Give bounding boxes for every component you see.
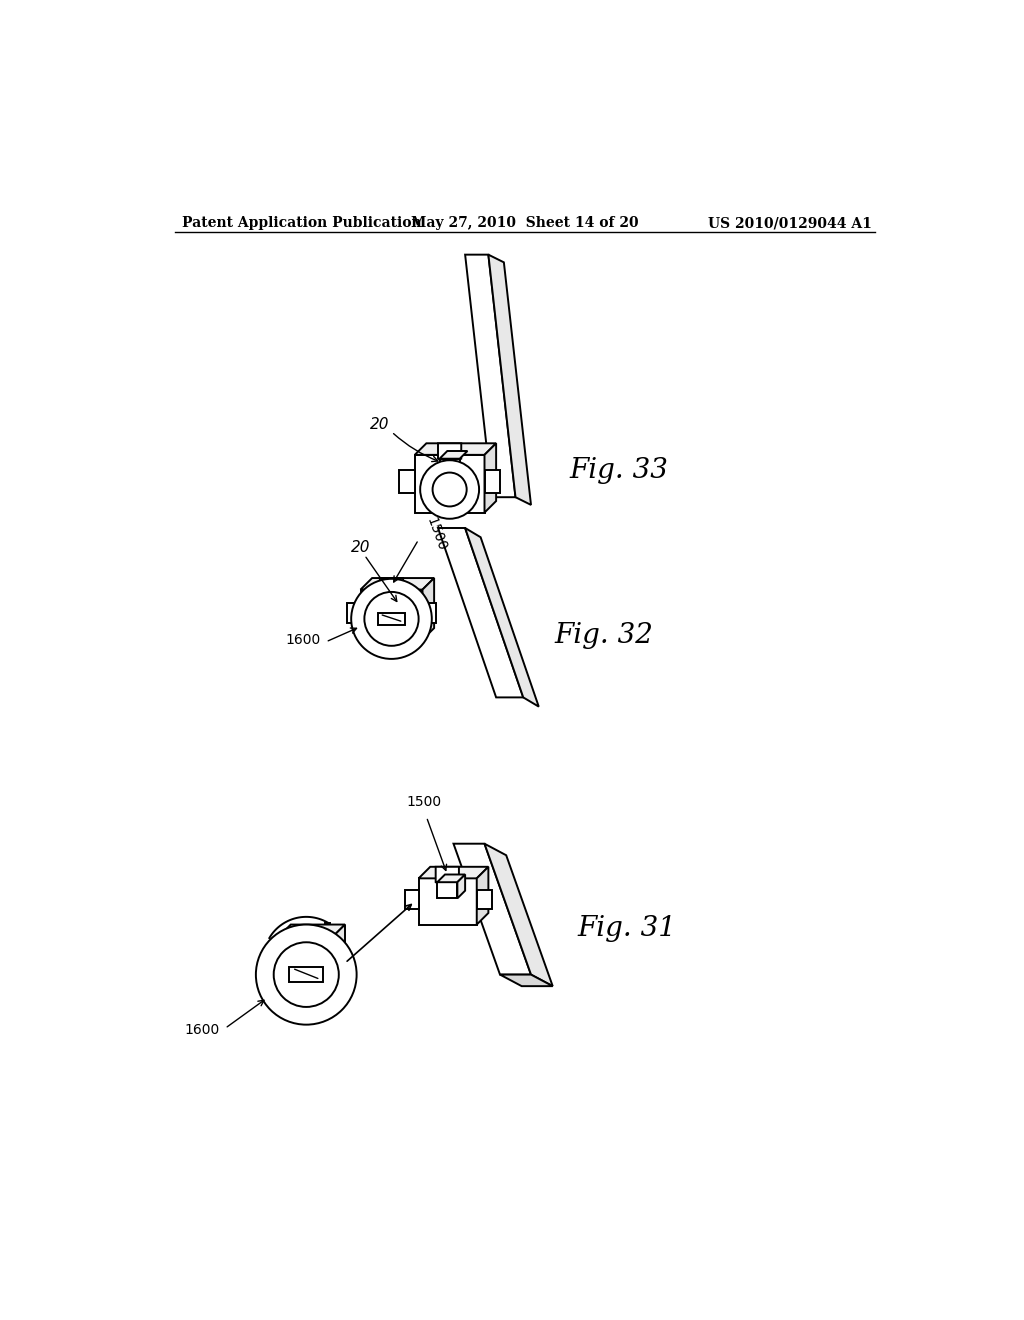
- Polygon shape: [477, 890, 493, 909]
- Polygon shape: [484, 444, 496, 512]
- Polygon shape: [334, 924, 345, 1014]
- Polygon shape: [346, 603, 360, 623]
- Polygon shape: [399, 470, 415, 494]
- Polygon shape: [280, 924, 345, 936]
- Polygon shape: [415, 444, 496, 455]
- Polygon shape: [378, 612, 406, 626]
- Circle shape: [420, 461, 479, 519]
- Text: 1500: 1500: [407, 795, 441, 809]
- Text: 20: 20: [351, 540, 371, 554]
- Polygon shape: [360, 578, 434, 590]
- Polygon shape: [381, 586, 410, 594]
- Polygon shape: [454, 843, 531, 974]
- Polygon shape: [289, 966, 324, 982]
- Text: 20: 20: [370, 417, 389, 432]
- Polygon shape: [437, 882, 458, 899]
- Polygon shape: [439, 459, 460, 478]
- Polygon shape: [437, 874, 465, 882]
- Polygon shape: [334, 966, 349, 986]
- Text: 1500: 1500: [424, 515, 450, 553]
- Polygon shape: [465, 528, 539, 706]
- Polygon shape: [360, 590, 423, 640]
- Polygon shape: [500, 974, 553, 986]
- Polygon shape: [419, 867, 488, 878]
- Polygon shape: [465, 255, 515, 498]
- Polygon shape: [423, 603, 436, 623]
- Polygon shape: [484, 843, 553, 986]
- Polygon shape: [419, 878, 477, 924]
- Text: Patent Application Publication: Patent Application Publication: [182, 216, 422, 230]
- Text: 1600: 1600: [184, 1023, 219, 1038]
- Circle shape: [432, 473, 467, 507]
- Text: Fig. 33: Fig. 33: [569, 457, 669, 483]
- Text: Fig. 32: Fig. 32: [554, 622, 653, 649]
- Polygon shape: [438, 444, 461, 462]
- Text: May 27, 2010  Sheet 14 of 20: May 27, 2010 Sheet 14 of 20: [411, 216, 639, 230]
- Polygon shape: [435, 867, 459, 886]
- Text: 1600: 1600: [285, 634, 321, 647]
- Circle shape: [351, 578, 432, 659]
- Polygon shape: [415, 455, 484, 512]
- Polygon shape: [438, 528, 523, 697]
- Polygon shape: [477, 867, 488, 924]
- Circle shape: [273, 942, 339, 1007]
- Text: Fig. 31: Fig. 31: [578, 915, 677, 942]
- Polygon shape: [381, 594, 401, 611]
- Circle shape: [365, 591, 419, 645]
- Polygon shape: [280, 936, 334, 1014]
- Polygon shape: [439, 451, 467, 459]
- Polygon shape: [380, 578, 403, 597]
- Text: US 2010/0129044 A1: US 2010/0129044 A1: [709, 216, 872, 230]
- Polygon shape: [488, 255, 531, 506]
- Polygon shape: [423, 578, 434, 640]
- Polygon shape: [263, 966, 280, 986]
- Polygon shape: [458, 874, 465, 899]
- Polygon shape: [484, 470, 500, 494]
- Polygon shape: [404, 890, 419, 909]
- Circle shape: [256, 924, 356, 1024]
